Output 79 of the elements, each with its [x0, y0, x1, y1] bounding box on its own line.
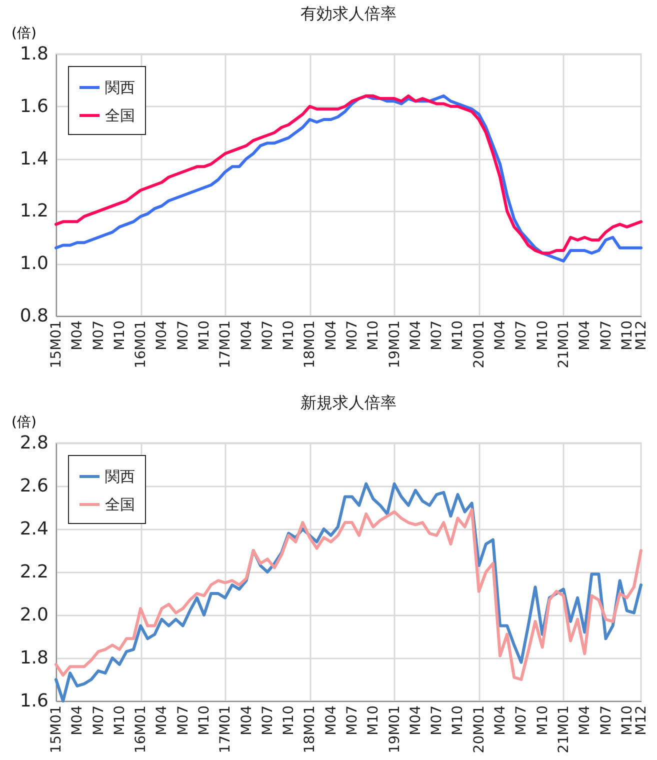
- legend-label: 全国: [105, 106, 135, 124]
- x-tick-label: M10: [534, 320, 551, 350]
- chart-title: 有効求人倍率: [300, 4, 396, 23]
- y-tick-label: 2.0: [20, 604, 48, 626]
- x-tick-label: M10: [450, 706, 466, 736]
- x-tick-label: M04: [154, 705, 170, 736]
- x-tick-label: M10: [196, 320, 213, 350]
- x-tick-label: M04: [408, 705, 424, 736]
- y-axis-title: (倍): [12, 26, 36, 42]
- x-tick-label: M10: [196, 706, 213, 736]
- x-tick-label: M07: [90, 320, 107, 350]
- x-tick-label: 19M01: [386, 320, 403, 368]
- x-tick-label: 17M01: [218, 706, 234, 754]
- x-tick-label: M07: [344, 320, 361, 350]
- x-tick-label: M04: [70, 705, 86, 736]
- x-tick-label: M07: [260, 706, 276, 736]
- x-tick-label: M07: [175, 706, 192, 736]
- x-tick-label: 18M01: [302, 320, 318, 368]
- y-tick-label: 0.8: [20, 306, 48, 326]
- y-tick-label: 1.8: [20, 44, 48, 64]
- x-tick-label: M07: [90, 706, 107, 736]
- x-tick-label: M04: [408, 320, 424, 350]
- legend-label: 関西: [105, 78, 135, 96]
- y-tick-label: 1.6: [20, 690, 48, 712]
- x-tick-label: M07: [514, 706, 530, 736]
- x-tick-label: M07: [598, 706, 614, 736]
- legend-label: 全国: [105, 496, 135, 514]
- x-tick-label: 21M01: [556, 320, 572, 368]
- x-tick-label: M07: [598, 320, 614, 350]
- y-tick-label: 2.6: [20, 476, 48, 496]
- y-tick-label: 1.2: [20, 200, 48, 222]
- x-tick-label: M07: [344, 706, 361, 736]
- x-tick-label: M04: [323, 320, 340, 350]
- x-tick-label: M07: [429, 706, 446, 736]
- y-tick-label: 2.8: [20, 432, 48, 454]
- x-tick-label: 18M01: [302, 706, 318, 754]
- x-tick-label: M04: [238, 705, 255, 736]
- x-tick-label: M04: [492, 320, 509, 350]
- x-tick-label: M04: [238, 320, 255, 350]
- x-tick-label: M12: [634, 706, 650, 736]
- y-tick-label: 1.0: [20, 253, 48, 274]
- y-tick-label: 2.2: [20, 562, 48, 582]
- x-tick-label: 20M01: [471, 320, 488, 368]
- x-tick-label: M04: [70, 320, 86, 350]
- x-tick-label: 16M01: [133, 320, 150, 368]
- x-tick-label: 21M01: [556, 706, 572, 754]
- x-tick-label: M04: [577, 705, 594, 736]
- x-tick-label: M04: [323, 705, 340, 736]
- x-tick-label: M10: [534, 706, 551, 736]
- x-tick-label: M10: [450, 320, 466, 350]
- x-tick-label: M04: [154, 320, 170, 350]
- x-tick-label: M10: [366, 320, 382, 350]
- x-tick-label: 16M01: [133, 706, 150, 754]
- x-tick-label: M07: [514, 320, 530, 350]
- y-tick-label: 1.8: [20, 648, 48, 668]
- x-tick-label: M07: [260, 320, 276, 350]
- x-tick-label: 19M01: [386, 706, 403, 754]
- x-tick-label: M10: [112, 706, 128, 736]
- x-tick-label: M10: [366, 706, 382, 736]
- y-axis-title: (倍): [12, 414, 36, 430]
- x-tick-label: M12: [634, 320, 650, 350]
- y-tick-label: 2.4: [20, 518, 48, 540]
- x-tick-label: M10: [112, 320, 128, 350]
- legend-label: 関西: [105, 468, 135, 486]
- x-tick-label: M04: [577, 320, 594, 350]
- x-tick-label: M10: [281, 320, 298, 350]
- y-tick-label: 1.6: [20, 96, 48, 117]
- chart-title: 新規求人倍率: [300, 393, 396, 412]
- x-tick-label: 15M01: [48, 320, 64, 368]
- x-tick-label: M07: [175, 320, 192, 350]
- x-tick-label: 15M01: [48, 706, 64, 754]
- x-tick-label: M04: [492, 705, 509, 736]
- x-tick-label: M10: [619, 706, 636, 736]
- x-tick-label: M07: [429, 320, 446, 350]
- x-tick-label: 20M01: [471, 706, 488, 754]
- x-tick-label: M10: [619, 320, 636, 350]
- x-tick-label: M10: [281, 706, 298, 736]
- y-tick-label: 1.4: [20, 148, 48, 170]
- x-tick-label: 17M01: [218, 320, 234, 368]
